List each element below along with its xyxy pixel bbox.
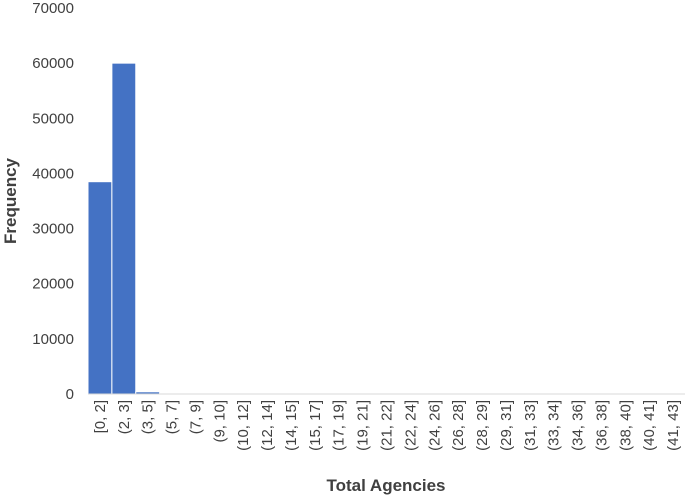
x-tick-label: (29, 31] xyxy=(498,400,515,451)
y-tick-label: 60000 xyxy=(32,55,74,72)
x-tick-label: (34, 36] xyxy=(570,400,587,451)
x-tick-label: (21, 22] xyxy=(379,400,396,451)
y-tick-label: 40000 xyxy=(32,165,74,182)
x-tick-label: (33, 34] xyxy=(546,400,563,451)
x-tick-label: (5, 7] xyxy=(164,400,181,434)
x-tick-label: (2, 3] xyxy=(116,400,133,434)
x-tick-label: (36, 38] xyxy=(593,400,610,451)
x-tick-label: (10, 12] xyxy=(235,400,252,451)
x-tick-label: (26, 28] xyxy=(450,400,467,451)
y-tick-label: 0 xyxy=(66,386,74,403)
x-tick-label: (14, 15] xyxy=(283,400,300,451)
bar xyxy=(111,62,137,395)
x-tick-label: (9, 10] xyxy=(211,400,228,443)
y-tick-label: 70000 xyxy=(32,0,74,17)
x-tick-label: (31, 33] xyxy=(522,400,539,451)
x-tick-label: (38, 40] xyxy=(617,400,634,451)
x-tick-label: [0, 2] xyxy=(92,400,109,433)
x-tick-label: (22, 24] xyxy=(402,400,419,451)
y-tick-label: 10000 xyxy=(32,331,74,348)
y-tick-label: 30000 xyxy=(32,221,74,238)
x-tick-label: (3, 5] xyxy=(140,400,157,434)
x-tick-label: (41, 43] xyxy=(665,400,682,451)
x-tick-label: (40, 41] xyxy=(641,400,658,451)
y-tick-label: 20000 xyxy=(32,276,74,293)
bar xyxy=(87,181,113,395)
x-axis-title: Total Agencies xyxy=(326,476,445,495)
x-tick-label: (12, 14] xyxy=(259,400,276,451)
x-tick-label: (7, 9] xyxy=(187,400,204,434)
x-tick-label: (17, 19] xyxy=(331,400,348,451)
y-axis-title: Frequency xyxy=(1,157,20,244)
x-tick-label: (19, 21] xyxy=(355,400,372,451)
x-tick-label: (28, 29] xyxy=(474,400,491,451)
x-tick-label: (24, 26] xyxy=(426,400,443,451)
y-tick-label: 50000 xyxy=(32,110,74,127)
x-tick-label: (15, 17] xyxy=(307,400,324,451)
